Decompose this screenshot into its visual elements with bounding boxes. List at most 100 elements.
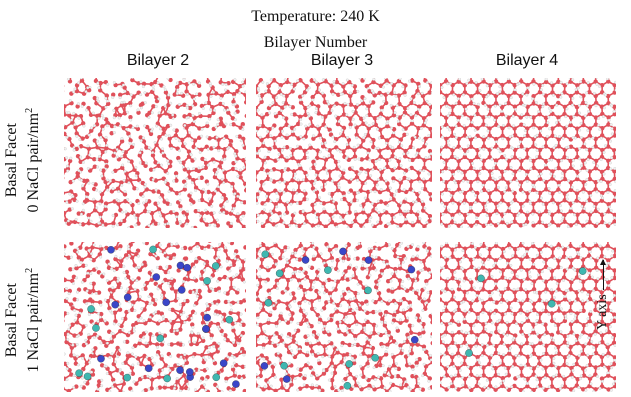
hydrogen-atom	[100, 174, 104, 178]
oxygen-atom	[370, 100, 376, 105]
hydrogen-atom	[215, 135, 219, 139]
hydrogen-atom	[466, 212, 470, 216]
hydrogen-atom	[77, 177, 81, 181]
oxygen-atom	[550, 83, 555, 88]
oxygen-atom	[352, 147, 357, 153]
oxygen-atom	[92, 95, 97, 101]
hydrogen-atom	[462, 124, 466, 128]
hydrogen-atom	[579, 121, 583, 125]
hydrogen-atom	[459, 200, 463, 203]
oxygen-atom	[440, 176, 443, 182]
hydrogen-atom	[531, 221, 535, 225]
hydrogen-atom	[278, 86, 282, 90]
oxygen-atom	[74, 266, 79, 271]
oxygen-atom	[493, 158, 499, 163]
hydrogen-atom	[156, 201, 160, 205]
hydrogen-atom	[197, 209, 200, 212]
hydrogen-atom	[424, 156, 428, 160]
oxygen-atom	[67, 158, 73, 164]
hydrogen-atom	[213, 312, 217, 316]
oxygen-atom	[104, 185, 110, 190]
oxygen-atom	[197, 288, 202, 294]
hydrogen-atom	[141, 195, 145, 198]
hydrogen-atom	[205, 121, 209, 125]
oxygen-atom	[487, 190, 492, 196]
oxygen-atom	[487, 176, 493, 181]
hydrogen-atom	[547, 210, 551, 213]
hydrogen-atom	[241, 80, 245, 84]
hydrogen-atom	[418, 169, 422, 172]
hydrogen-atom	[394, 94, 398, 98]
hydrogen-atom	[210, 204, 214, 208]
hydrogen-atom	[216, 325, 220, 329]
hydrogen-atom	[585, 91, 589, 95]
oxygen-atom	[390, 154, 395, 159]
hydrogen-atom	[140, 307, 144, 311]
oxygen-atom	[231, 91, 237, 97]
oxygen-atom	[256, 111, 258, 117]
hydrogen-atom	[547, 187, 551, 191]
oxygen-atom	[494, 180, 499, 185]
hydrogen-atom	[354, 210, 358, 214]
hydrogen-atom	[403, 171, 406, 175]
hydrogen-atom	[505, 221, 509, 225]
oxygen-atom	[512, 126, 517, 131]
hydrogen-atom	[614, 88, 616, 92]
hydrogen-atom	[361, 208, 365, 211]
oxygen-atom	[456, 115, 461, 120]
hydrogen-atom	[144, 330, 148, 334]
oxygen-atom	[178, 309, 184, 315]
hydrogen-atom	[452, 146, 456, 150]
hydrogen-atom	[106, 99, 110, 103]
oxygen-atom	[531, 209, 536, 214]
hydrogen-atom	[76, 290, 79, 294]
hydrogen-atom	[154, 254, 158, 258]
hydrogen-atom	[541, 145, 545, 149]
oxygen-atom	[185, 298, 190, 304]
oxygen-atom	[352, 84, 358, 89]
hydrogen-atom	[442, 160, 446, 164]
hydrogen-atom	[376, 127, 379, 131]
oxygen-atom	[260, 115, 265, 120]
hydrogen-atom	[209, 108, 213, 111]
oxygen-atom	[197, 92, 202, 97]
hydrogen-atom	[542, 178, 546, 182]
hydrogen-atom	[106, 82, 110, 86]
hydrogen-atom	[411, 189, 415, 193]
oxygen-atom	[415, 88, 420, 94]
hydrogen-atom	[558, 135, 561, 139]
hydrogen-atom	[178, 192, 182, 196]
hydrogen-atom	[215, 302, 219, 306]
hydrogen-atom	[256, 213, 260, 217]
hydrogen-atom	[573, 213, 577, 217]
oxygen-atom	[174, 191, 180, 196]
oxygen-atom	[475, 212, 480, 218]
hydrogen-atom	[273, 139, 277, 143]
oxygen-atom	[593, 115, 599, 120]
hydrogen-atom	[91, 111, 95, 115]
oxygen-atom	[101, 168, 106, 173]
oxygen-atom	[537, 190, 543, 196]
hydrogen-atom	[213, 189, 217, 193]
hydrogen-atom	[245, 225, 246, 228]
hydrogen-atom	[330, 197, 333, 201]
hydrogen-atom	[565, 107, 569, 111]
hydrogen-atom	[219, 96, 223, 100]
hydrogen-atom	[121, 210, 124, 214]
hydrogen-atom	[429, 152, 432, 156]
hydrogen-atom	[504, 186, 508, 190]
hydrogen-atom	[85, 289, 89, 293]
hydrogen-atom	[235, 273, 239, 277]
oxygen-atom	[113, 212, 119, 218]
hydrogen-atom	[190, 181, 194, 185]
hydrogen-atom	[73, 308, 76, 312]
hydrogen-atom	[549, 172, 553, 176]
oxygen-atom	[402, 132, 407, 137]
oxygen-atom	[365, 133, 371, 138]
oxygen-atom	[278, 191, 283, 197]
hydrogen-atom	[73, 123, 77, 127]
column-header-bilayer-2: Bilayer 2	[126, 52, 190, 69]
hydrogen-atom	[107, 262, 111, 266]
oxygen-atom	[506, 100, 511, 106]
oxygen-atom	[243, 92, 246, 98]
